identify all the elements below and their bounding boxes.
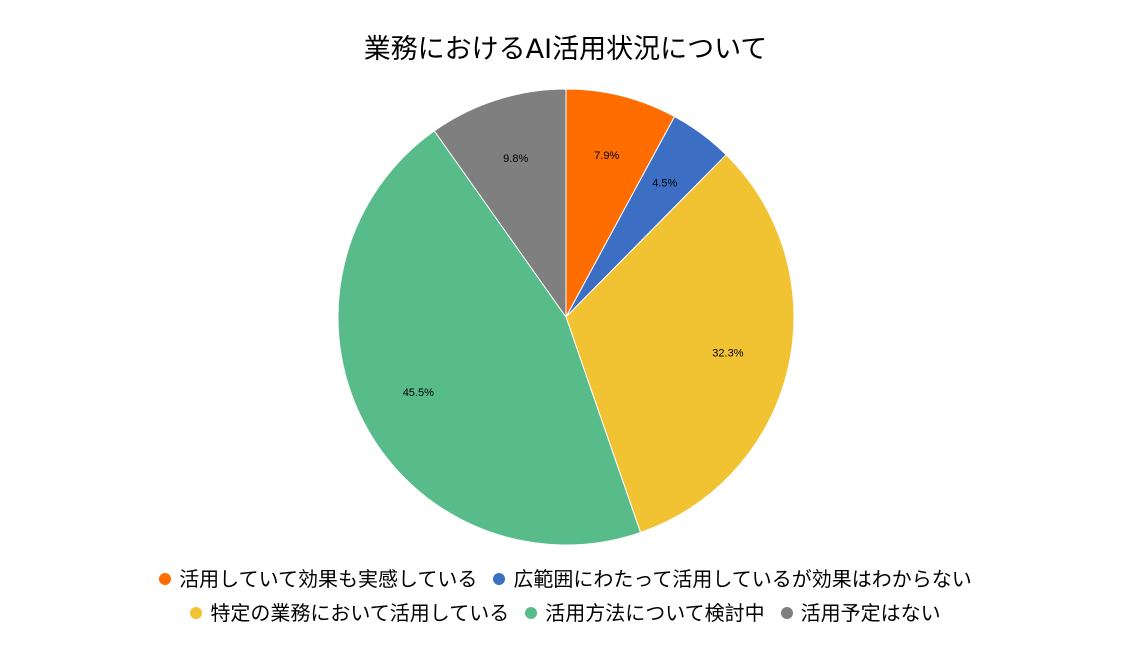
data-label: 45.5% [403,387,434,399]
legend-marker [493,573,506,585]
data-label: 32.3% [712,348,743,360]
legend-marker [525,607,538,619]
legend-row-1: 活用していて効果も実感している 広範囲にわたって活用しているが効果はわからない [0,564,1131,594]
data-label: 4.5% [652,178,677,190]
legend-item: 特定の業務において活用している [190,598,509,628]
data-label: 7.9% [594,150,619,162]
legend-label: 広範囲にわたって活用しているが効果はわからない [513,567,972,591]
legend-item: 広範囲にわたって活用しているが効果はわからない [493,564,972,594]
legend-label: 特定の業務において活用している [210,601,510,625]
legend-marker [780,607,793,619]
legend-item: 活用予定はない [780,598,941,628]
legend-item: 活用方法について検討中 [525,598,765,628]
legend-item: 活用していて効果も実感している [159,564,477,594]
legend-label: 活用方法について検討中 [545,601,765,625]
pie-slice [565,88,676,318]
pie-slice [433,88,567,319]
legend-marker [159,573,172,585]
chart-title: 業務におけるAI活用状況について [363,34,768,65]
legend-label: 活用予定はない [800,601,941,625]
pie-slice [565,154,795,534]
legend-marker [190,607,203,619]
legend-row-2: 特定の業務において活用している 活用方法について検討中 活用予定はない [0,598,1131,628]
pie-slice [337,130,642,546]
data-label: 9.8% [503,153,528,165]
legend-label: 活用していて効果も実感している [179,567,478,591]
